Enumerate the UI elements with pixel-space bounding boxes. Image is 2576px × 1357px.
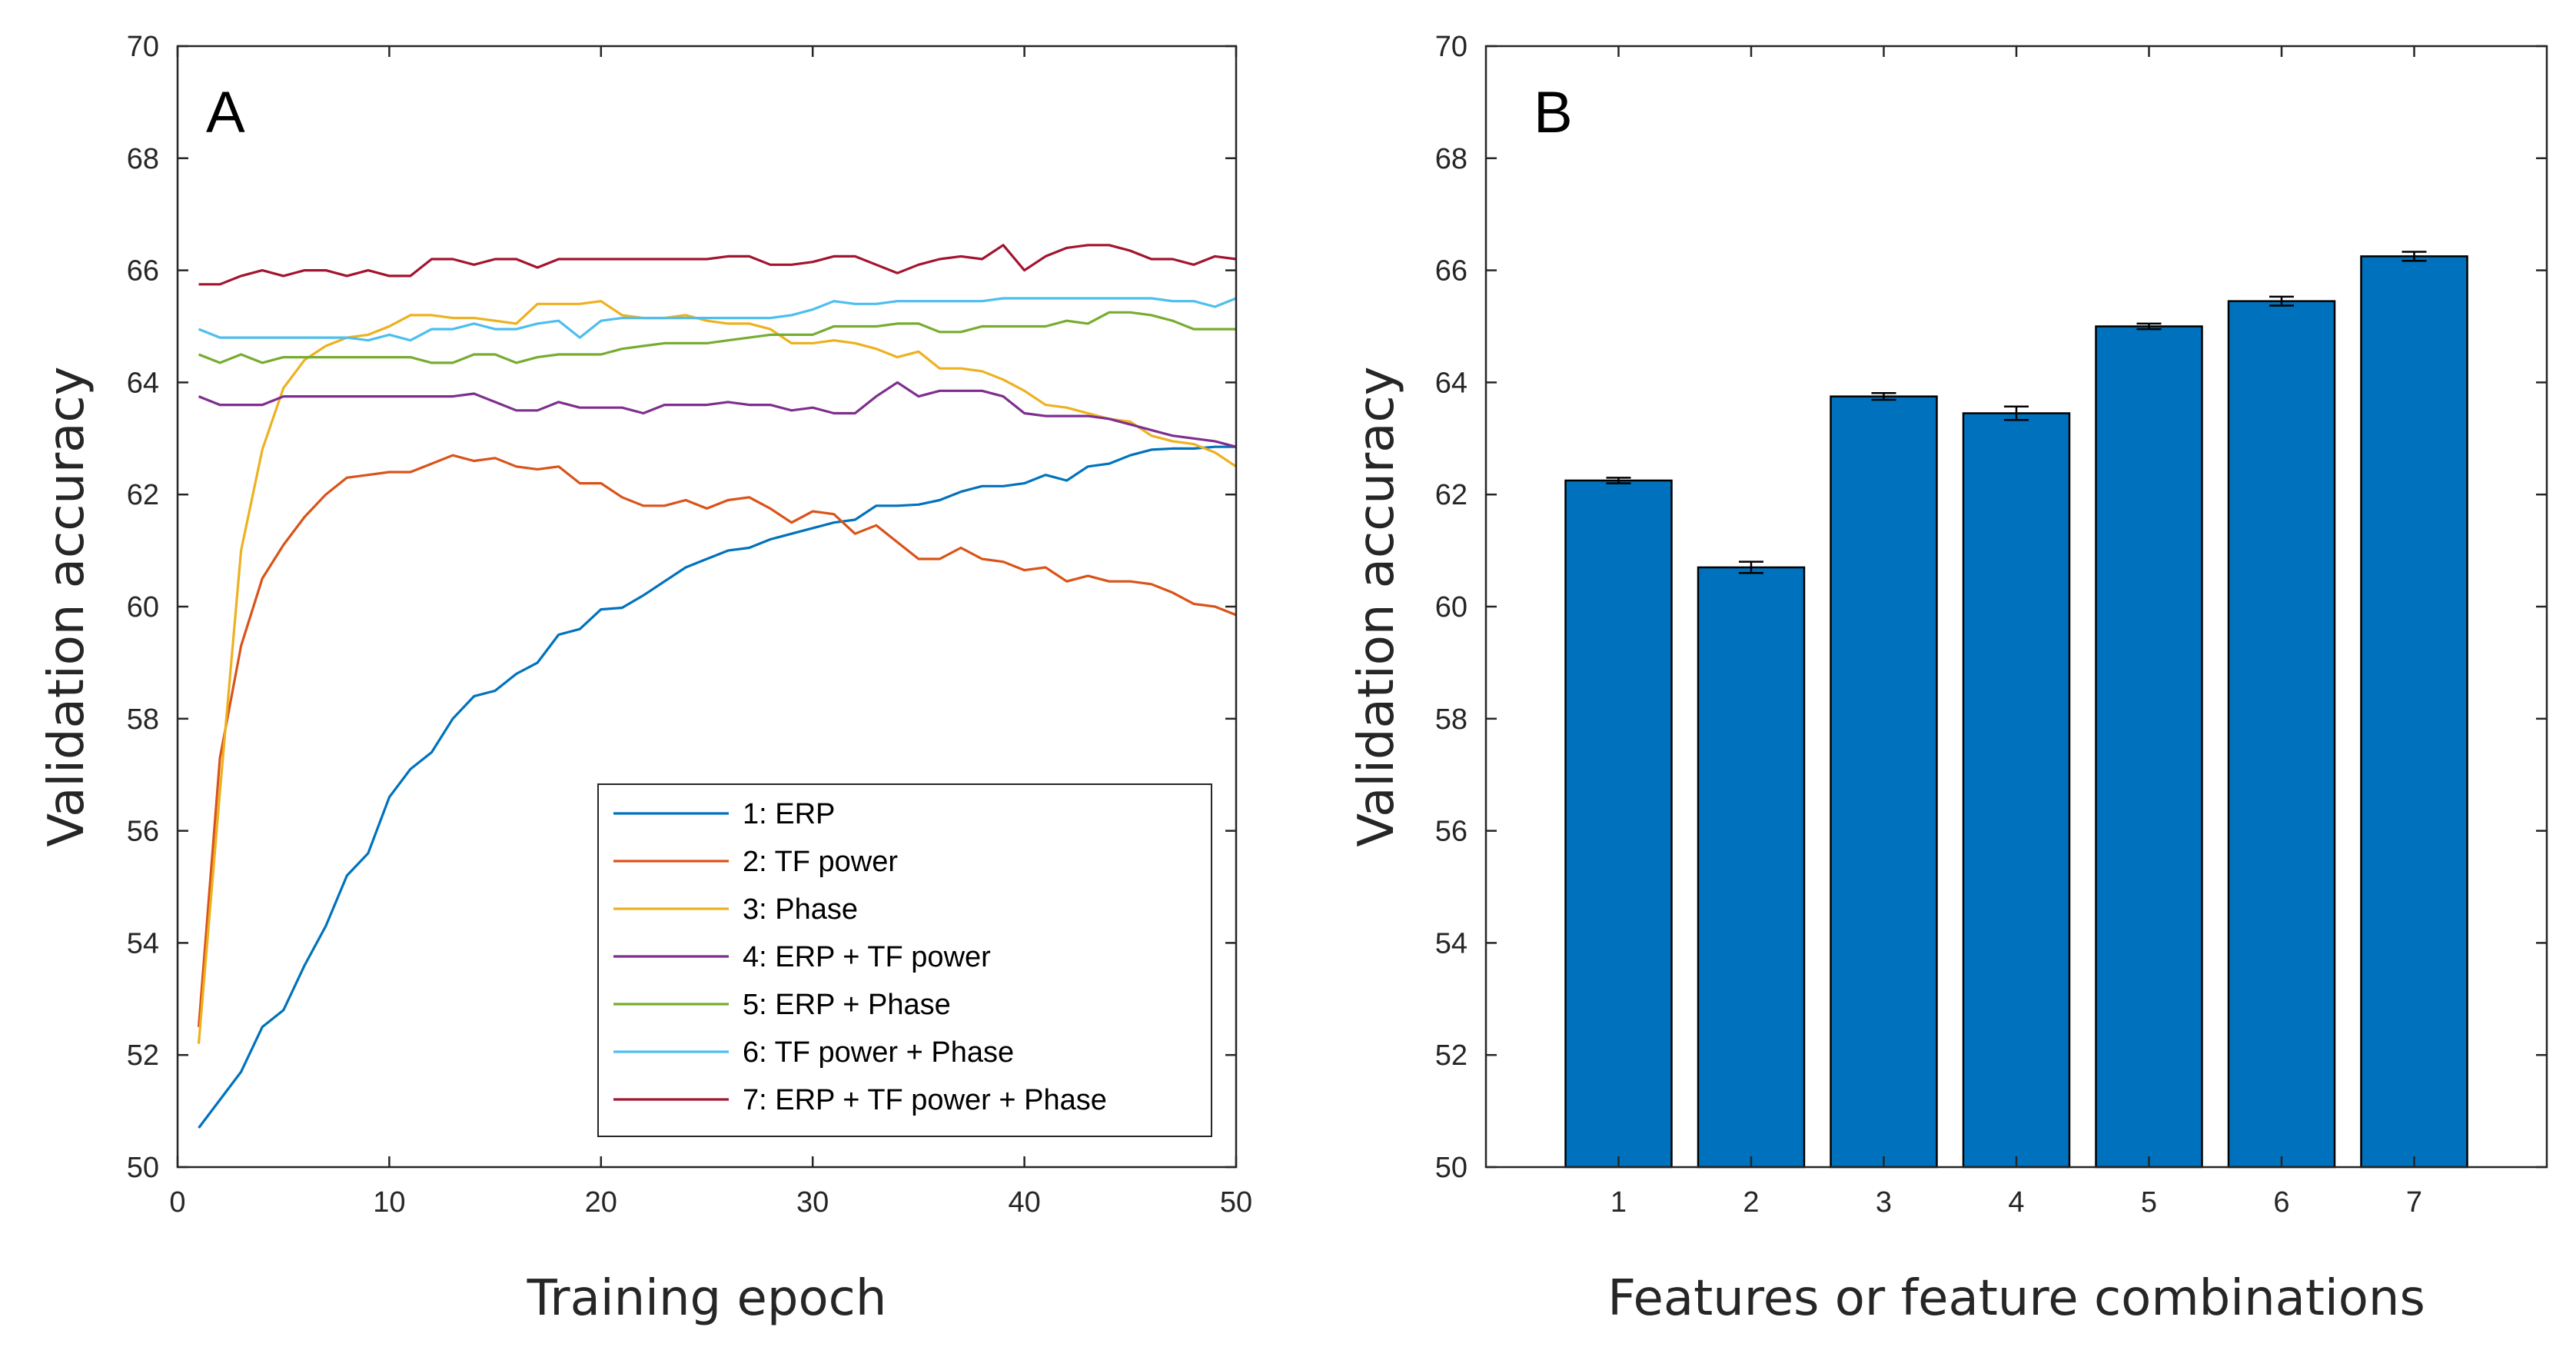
chart-a-legend-entry: 4: ERP + TF power (743, 941, 991, 973)
chart-b-x-tick-label: 2 (1743, 1186, 1759, 1219)
chart-b-y-tick-label: 60 (1435, 591, 1467, 624)
chart-b-bar (1697, 566, 1806, 1169)
chart-b-panel-label: B (1534, 80, 1573, 145)
chart-b-bar (2360, 255, 2468, 1169)
chart-a-legend-entry: 6: TF power + Phase (743, 1036, 1014, 1069)
chart-a-legend-box (597, 783, 1212, 1137)
chart-b-y-tick-label: 66 (1435, 255, 1467, 288)
chart-a-series-line-2 (197, 454, 1237, 1027)
chart-a: 0 10 20 30 40 50 50 52 54 56 58 60 62 64 66 68 70 A Trai… (38, 31, 1252, 1327)
chart-b-y-tick-label: 58 (1435, 703, 1467, 736)
chart-b-y-tick-label: 50 (1435, 1152, 1467, 1184)
chart-b-bar (1564, 479, 1673, 1169)
chart-a-y-tick-label: 64 (127, 367, 159, 399)
chart-a-x-tick-label: 50 (1220, 1186, 1252, 1219)
chart-a-legend-entry: 3: Phase (743, 893, 858, 926)
chart-a-x-tick-label: 0 (169, 1186, 185, 1219)
chart-a-series-line-6 (198, 297, 1237, 342)
chart-b-y-tick-label: 64 (1435, 367, 1467, 399)
chart-a-x-tick-label: 10 (373, 1186, 405, 1219)
chart-b-x-tick-label: 5 (2141, 1186, 2157, 1219)
chart-a-y-tick-label: 50 (127, 1152, 159, 1184)
chart-a-x-tick-label: 20 (585, 1186, 617, 1219)
chart-a-series-line-4 (198, 381, 1237, 448)
chart-a-legend-entry: 1: ERP (743, 798, 835, 830)
chart-a-ticks: 0 10 20 30 40 50 50 52 54 56 58 60 62 64 66 68 70 (127, 31, 1252, 1219)
chart-a-y-tick-label: 60 (127, 591, 159, 624)
chart-a-legend-entry: 2: TF power (743, 846, 898, 878)
chart-a-panel-label: A (206, 80, 245, 145)
chart-a-y-tick-label: 58 (127, 703, 159, 736)
chart-b-plot-area (1564, 251, 2468, 1169)
chart-b-bar (2095, 325, 2203, 1169)
chart-a-x-tick-label: 40 (1008, 1186, 1040, 1219)
chart-b-y-tick-label: 62 (1435, 479, 1467, 511)
chart-b-y-tick-label: 54 (1435, 927, 1467, 960)
chart-b-y-tick-label: 70 (1435, 31, 1467, 63)
chart-a-y-tick-label: 62 (127, 479, 159, 511)
chart-b-x-tick-label: 3 (1876, 1186, 1892, 1219)
chart-b-x-tick-label: 6 (2273, 1186, 2289, 1219)
chart-a-series-line-7 (198, 244, 1237, 286)
chart-a-series-line-5 (198, 311, 1236, 364)
chart-b-y-axis-title: Validation accuracy (1348, 366, 1405, 846)
chart-a-legend-entry: 7: ERP + TF power + Phase (743, 1084, 1107, 1116)
chart-a-y-tick-label: 52 (127, 1039, 159, 1072)
chart-a-y-tick-label: 66 (127, 255, 159, 288)
chart-b-y-tick-label: 56 (1435, 816, 1467, 848)
chart-a-y-tick-label: 68 (127, 143, 159, 175)
chart-b-y-tick-label: 68 (1435, 143, 1467, 175)
chart-b-x-axis-title: Features or feature combinations (1607, 1270, 2425, 1327)
chart-b-x-tick-label: 1 (1610, 1186, 1627, 1219)
chart-a-y-axis-title: Validation accuracy (38, 366, 95, 846)
chart-b-y-tick-label: 52 (1435, 1039, 1467, 1072)
chart-a-x-axis-title: Training epoch (527, 1270, 887, 1327)
chart-a-y-tick-label: 70 (127, 31, 159, 63)
chart-a-y-tick-label: 54 (127, 927, 159, 960)
chart-a-legend: 1: ERP 2: TF power 3: Phase 4: ERP + TF pow… (597, 783, 1212, 1137)
chart-a-series-line-3 (197, 300, 1237, 1044)
chart-a-series-line-1 (198, 445, 1236, 1129)
chart-b-x-tick-label: 4 (2008, 1186, 2024, 1219)
chart-a-plot-area (197, 244, 1237, 1129)
chart-b-bar (2227, 300, 2336, 1169)
chart-b-bar (1830, 395, 1938, 1169)
chart-a-legend-entry: 5: ERP + Phase (743, 989, 951, 1021)
chart-b-bar (1962, 412, 2071, 1169)
chart-b-x-tick-label: 7 (2406, 1186, 2422, 1219)
chart-a-y-tick-label: 56 (127, 816, 159, 848)
chart-a-x-tick-label: 30 (796, 1186, 829, 1219)
